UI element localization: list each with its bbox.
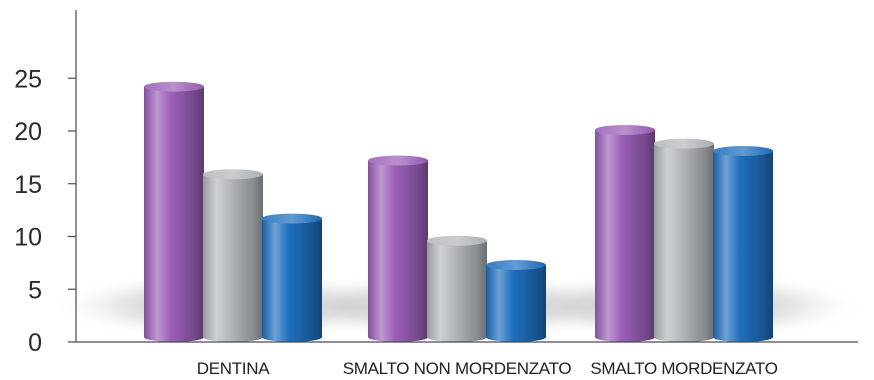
- x-category-label: DENTINA: [197, 359, 270, 378]
- bar-body: [427, 240, 487, 342]
- bar-cap: [203, 169, 263, 180]
- bar-cap: [713, 146, 773, 157]
- x-category-label: SMALTO MORDENZATO: [590, 359, 777, 378]
- bars-layer: [144, 81, 773, 342]
- y-tick-label: 5: [28, 276, 42, 304]
- bar-body: [486, 264, 546, 342]
- bar-body: [595, 129, 655, 342]
- y-tick-label: 25: [14, 65, 42, 93]
- bar-cap: [486, 259, 546, 270]
- bar-cap: [368, 155, 428, 166]
- bar: [486, 259, 546, 342]
- y-tick-label: 0: [28, 329, 42, 357]
- bar: [203, 169, 263, 342]
- bar: [427, 235, 487, 342]
- bar-body: [203, 174, 263, 342]
- y-tick-label: 10: [14, 224, 42, 252]
- bar-cap: [595, 124, 655, 135]
- y-axis-ticks: 0 5 10 15 20 25: [14, 65, 76, 357]
- bar-body: [262, 218, 322, 342]
- bar: [595, 124, 655, 342]
- bar-cap: [144, 81, 204, 92]
- bar-body: [713, 151, 773, 342]
- bar-body: [144, 86, 204, 342]
- bar: [262, 213, 322, 342]
- x-category-label: SMALTO NON MORDENZATO: [343, 359, 572, 378]
- bar-cap: [262, 213, 322, 224]
- bar: [144, 81, 204, 342]
- bar: [713, 146, 773, 342]
- bar-cap: [654, 138, 714, 149]
- y-tick-label: 15: [14, 171, 42, 199]
- bar-body: [368, 160, 428, 342]
- bar: [654, 138, 714, 342]
- bar-body: [654, 143, 714, 342]
- bar: [368, 155, 428, 342]
- x-axis-categories: DENTINA SMALTO NON MORDENZATO SMALTO MORDE…: [197, 359, 778, 378]
- y-tick-label: 20: [14, 118, 42, 146]
- bar-cap: [427, 235, 487, 246]
